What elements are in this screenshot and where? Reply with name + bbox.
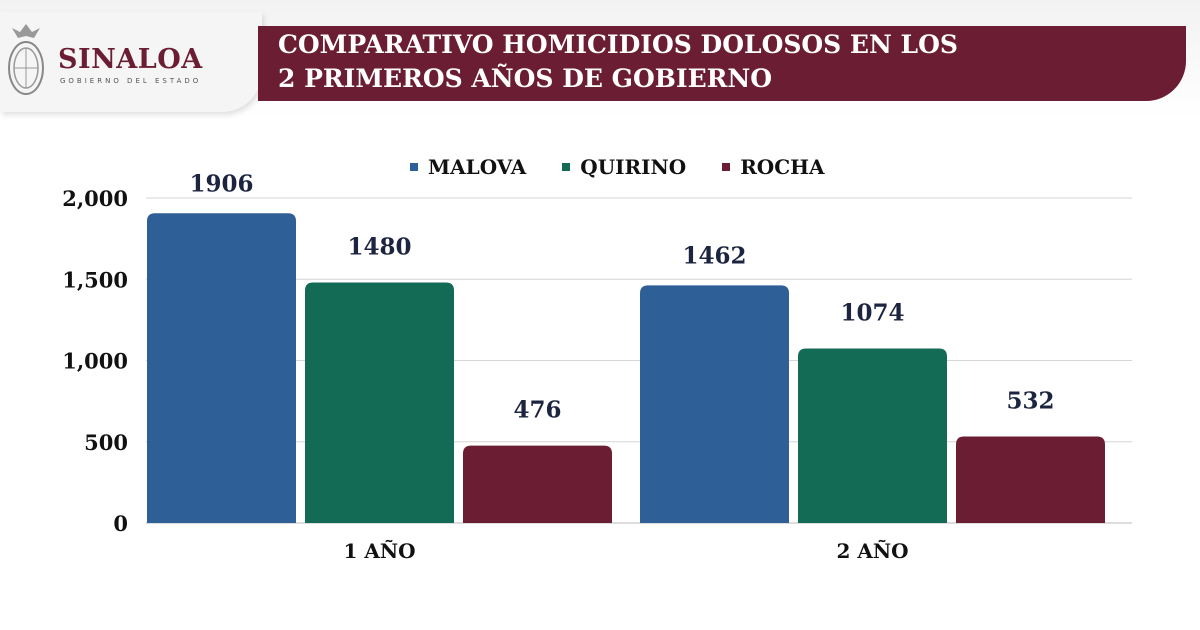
data-label: 1480 bbox=[347, 234, 411, 261]
bar-malova bbox=[640, 285, 789, 523]
bar-rocha bbox=[463, 445, 612, 523]
data-label: 1906 bbox=[189, 170, 253, 197]
y-tick-label: 0 bbox=[113, 511, 128, 536]
legend-item-quirino: QUIRINO bbox=[562, 155, 686, 179]
legend-label: ROCHA bbox=[740, 155, 825, 179]
legend-item-malova: MALOVA bbox=[410, 155, 526, 179]
logo-panel bbox=[0, 12, 262, 112]
data-label: 1074 bbox=[840, 299, 904, 326]
bar-quirino bbox=[305, 282, 454, 523]
bar-quirino bbox=[798, 348, 947, 523]
state-seal-icon bbox=[8, 24, 44, 95]
legend-label: MALOVA bbox=[428, 155, 527, 179]
data-label: 532 bbox=[1006, 388, 1054, 415]
brand-subtitle: GOBIERNO DEL ESTADO bbox=[60, 77, 202, 85]
legend-item-rocha: ROCHA bbox=[722, 155, 825, 179]
title-band bbox=[258, 26, 1186, 101]
brand-name: SINALOA bbox=[58, 44, 203, 75]
y-tick-label: 2,000 bbox=[62, 186, 128, 211]
y-tick-label: 1,500 bbox=[62, 267, 128, 292]
legend: MALOVA QUIRINO ROCHA bbox=[410, 155, 825, 179]
title-line-1: COMPARATIVO HOMICIDIOS DOLOSOS EN LOS bbox=[278, 30, 958, 59]
legend-swatch bbox=[410, 163, 418, 171]
legend-swatch bbox=[562, 163, 571, 171]
bar-malova bbox=[147, 213, 296, 523]
x-category-label: 1 AÑO bbox=[343, 539, 415, 563]
legend-swatch bbox=[722, 163, 731, 171]
title-line-2: 2 PRIMEROS AÑOS DE GOBIERNO bbox=[278, 64, 773, 93]
data-label: 1462 bbox=[682, 242, 746, 269]
y-tick-label: 1,000 bbox=[62, 349, 128, 374]
y-tick-label: 500 bbox=[84, 430, 128, 455]
legend-label: QUIRINO bbox=[580, 155, 687, 179]
chart-title: COMPARATIVO HOMICIDIOS DOLOSOS EN LOS 2 … bbox=[278, 28, 958, 96]
bar-rocha bbox=[956, 436, 1105, 523]
x-category-label: 2 AÑO bbox=[836, 539, 908, 563]
data-label: 476 bbox=[513, 397, 561, 424]
